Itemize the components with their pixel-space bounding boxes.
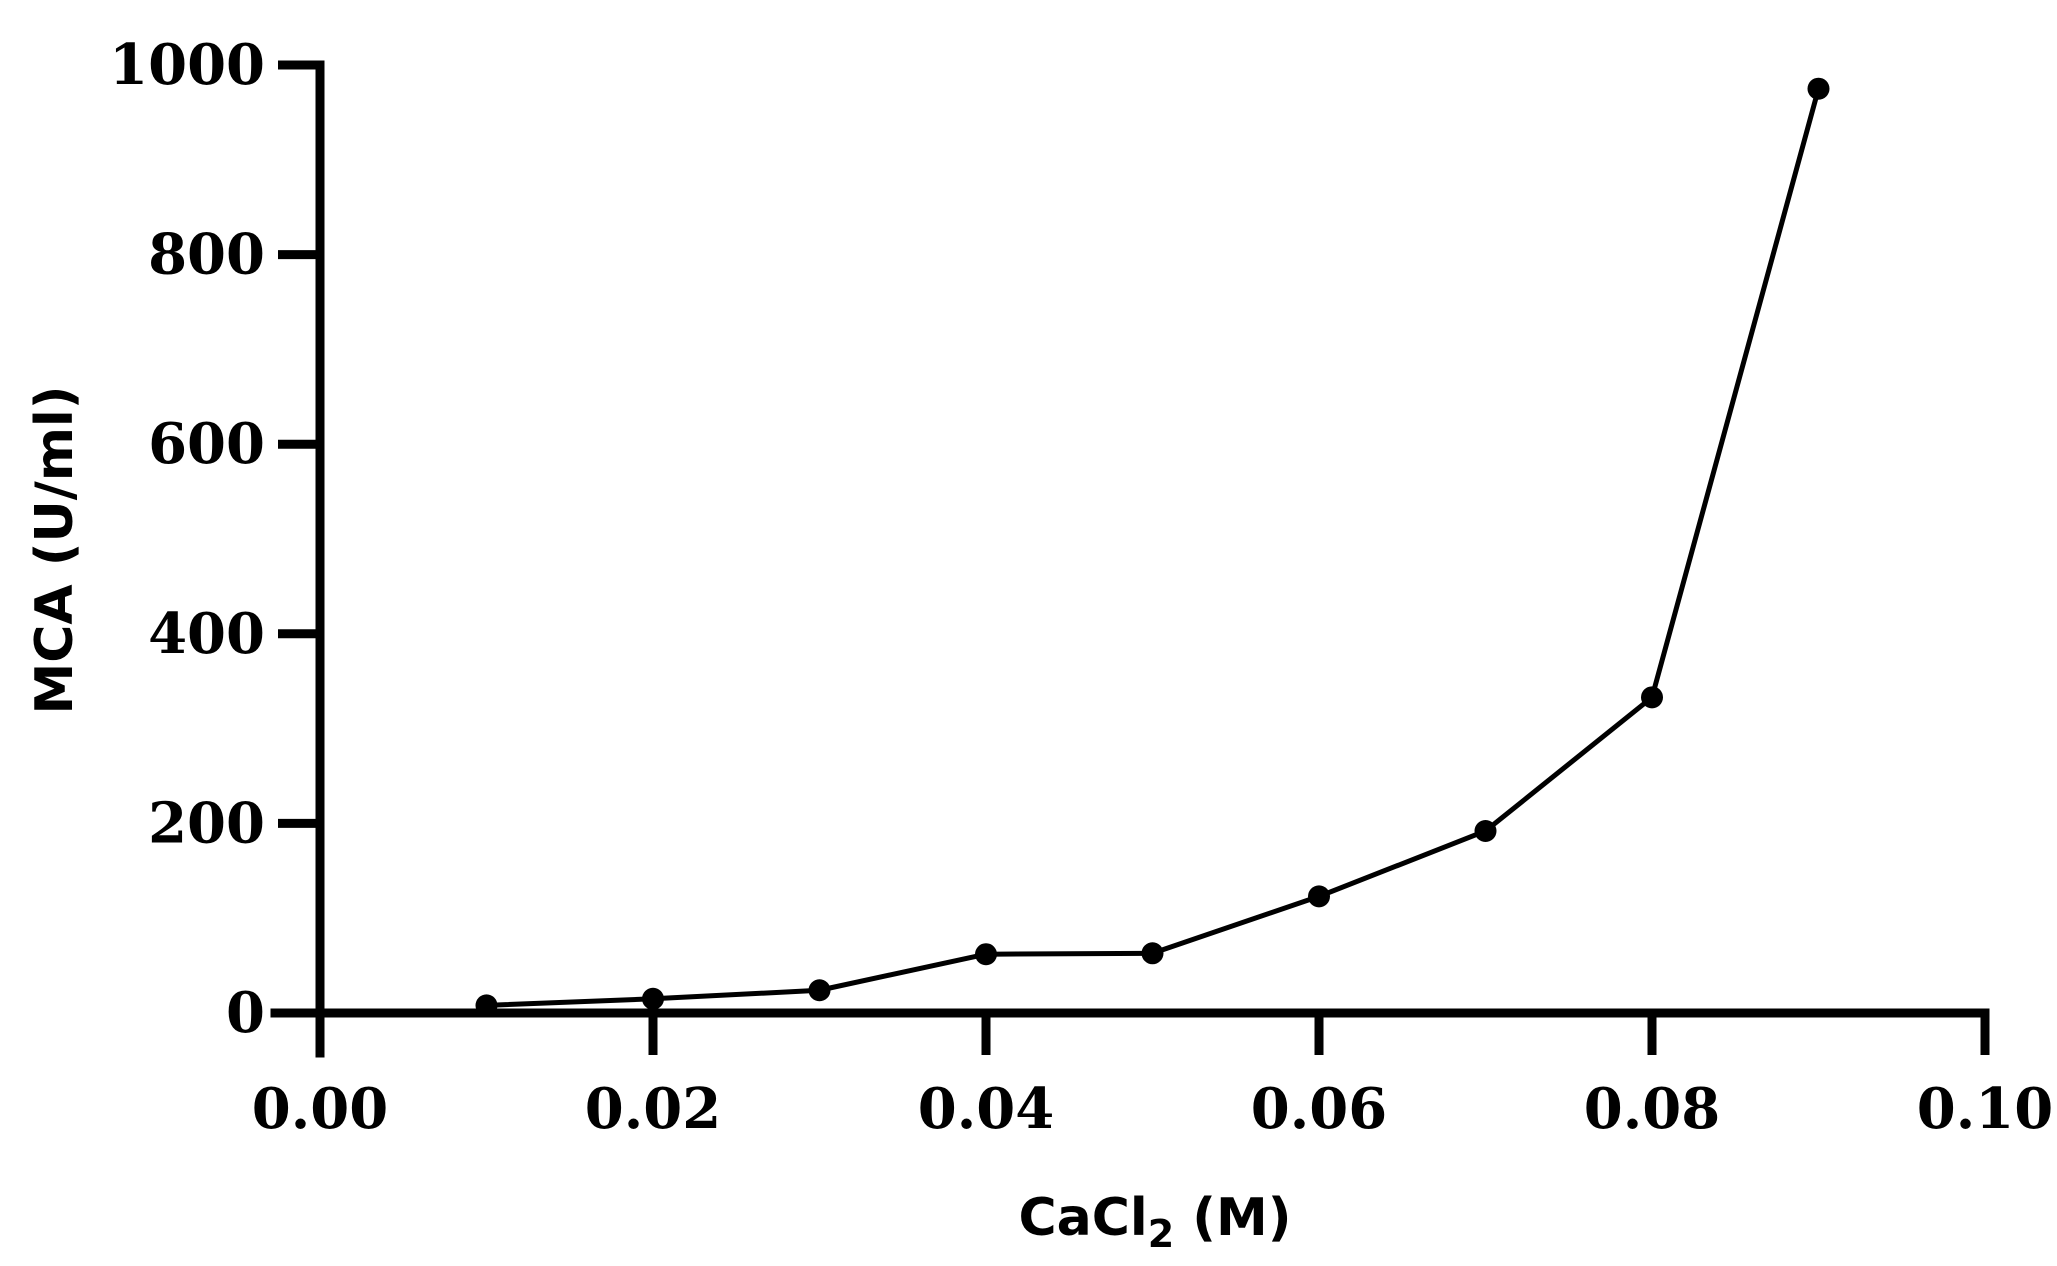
x-axis-ticks: 0.00 0.02 0.04 0.06 0.08 0.10 — [252, 1013, 2053, 1142]
x-tick-label: 0.10 — [1917, 1076, 2053, 1142]
data-point — [1641, 686, 1663, 709]
y-tick-label: 1000 — [109, 32, 265, 98]
y-tick-label: 0 — [226, 980, 265, 1046]
data-point — [975, 943, 997, 966]
x-axis-title-subscript: 2 — [1148, 1212, 1174, 1256]
y-axis-title: MCA (U/ml) — [25, 385, 85, 714]
x-axis-title-suffix: (M) — [1174, 1188, 1291, 1248]
data-point — [642, 987, 664, 1010]
x-tick-label: 0.04 — [918, 1076, 1054, 1142]
x-tick-label: 0.06 — [1251, 1076, 1387, 1142]
data-point — [1474, 819, 1497, 842]
data-point — [1141, 942, 1164, 965]
series-line — [486, 88, 1821, 1008]
y-tick-label: 600 — [148, 411, 265, 477]
x-axis-title: CaCl2 (M) — [1018, 1188, 1291, 1256]
y-tick-label: 400 — [148, 601, 265, 667]
plot-area — [475, 77, 1830, 1017]
x-tick-label: 0.02 — [585, 1076, 721, 1142]
x-axis-title-main: CaCl — [1018, 1188, 1147, 1248]
data-point — [1807, 77, 1830, 100]
data-point — [808, 979, 831, 1002]
x-tick-label: 0.08 — [1584, 1076, 1720, 1142]
y-axis-ticks: 0 200 400 600 800 1000 — [109, 32, 320, 1046]
data-point — [1308, 885, 1330, 908]
y-tick-label: 200 — [148, 790, 265, 856]
x-tick-label: 0.00 — [252, 1076, 388, 1142]
axes — [270, 60, 1990, 1058]
y-tick-label: 800 — [148, 222, 265, 288]
